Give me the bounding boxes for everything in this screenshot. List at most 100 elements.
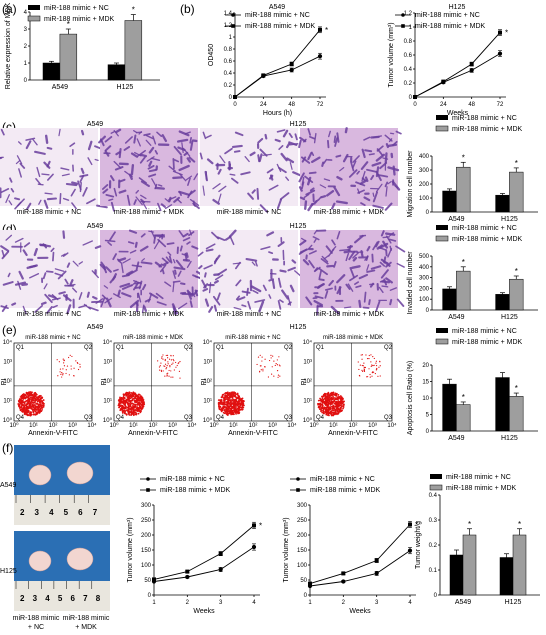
event-dot (219, 406, 222, 408)
stained-cell (318, 278, 325, 282)
stained-cell (389, 232, 395, 237)
stained-cell (298, 139, 302, 149)
y-tick-label: 0 (426, 308, 430, 314)
stained-cell (177, 146, 186, 152)
flow-y-tick: 10⁴ (103, 339, 113, 346)
event-dot (33, 404, 36, 406)
event-dot (29, 412, 32, 415)
event-dot (63, 362, 65, 364)
tumor-mdk (66, 461, 94, 485)
event-dot (119, 399, 121, 402)
stained-cell (231, 144, 243, 149)
event-dot (119, 396, 121, 399)
event-dot (131, 392, 134, 395)
stained-cell (179, 245, 183, 252)
stained-cell (42, 272, 47, 280)
event-dot (132, 406, 135, 409)
chart-title: H125 (449, 4, 466, 11)
stained-cell (291, 259, 297, 264)
ruler-number: 4 (49, 508, 54, 517)
stained-cell (370, 174, 375, 181)
series-line-nc (153, 546, 255, 582)
event-dot (62, 368, 64, 370)
legend-label-nc: miR-188 mimic + NC (452, 225, 517, 232)
y-tick-label: 200 (297, 533, 308, 539)
stained-cell (173, 266, 186, 271)
stained-cell (147, 165, 155, 170)
event-dot (261, 356, 263, 358)
stained-cell (251, 189, 256, 194)
y-tick-label: 100 (141, 563, 152, 569)
flow-x-tick: 10⁰ (209, 422, 219, 429)
y-tick-label: 0.4 (429, 493, 438, 499)
stained-cell (154, 234, 166, 238)
stained-cell (121, 292, 132, 298)
event-dot (162, 354, 164, 356)
stained-cell (25, 137, 36, 141)
bar-nc (442, 288, 457, 311)
event-dot (39, 398, 42, 401)
event-dot (339, 406, 342, 409)
stained-cell (136, 138, 141, 147)
stained-cell (213, 304, 218, 312)
stained-cell (192, 200, 196, 206)
stained-cell (348, 169, 358, 178)
stained-cell (303, 138, 307, 143)
event-dot (227, 410, 229, 413)
event-dot (240, 399, 243, 402)
stained-cell (178, 230, 185, 238)
event-dot (229, 392, 232, 395)
stained-cell (203, 283, 209, 289)
flow-y-label: PI (301, 379, 308, 386)
stained-cell (320, 195, 327, 199)
legend-marker-nc (401, 13, 405, 17)
y-tick-label: 15 (422, 380, 429, 386)
y-axis-label: Tumor volume (mm³) (283, 517, 290, 582)
legend-label-mdk: miR-188 mimic + MDK (245, 23, 316, 30)
stained-cell (308, 250, 317, 255)
event-dot (23, 402, 26, 405)
stained-cell (361, 148, 366, 159)
event-dot (372, 365, 374, 367)
stained-cell (88, 306, 99, 312)
event-dot (238, 411, 241, 414)
chart-e: 0 5 10 15 20 Apoptosis cell Ratio (%) * A549 * H1… (407, 328, 538, 442)
stained-cell (161, 261, 169, 267)
stained-cell (365, 255, 369, 261)
stained-cell (336, 132, 340, 143)
event-dot (77, 368, 80, 371)
event-dot (340, 396, 343, 399)
x-tick-label: H125 (501, 216, 518, 223)
stained-cell (35, 178, 42, 185)
event-dot (164, 363, 167, 365)
event-dot (278, 356, 280, 358)
event-dot (26, 393, 29, 396)
event-dot (119, 409, 122, 412)
stained-cell (179, 173, 187, 182)
stained-cell (186, 157, 191, 163)
event-dot (320, 408, 323, 410)
stained-cell (153, 239, 161, 250)
event-dot (139, 394, 141, 396)
event-dot (224, 401, 226, 404)
stained-cell (104, 239, 116, 243)
stained-cell (268, 184, 279, 191)
stained-cell (250, 285, 262, 293)
stained-cell (50, 247, 55, 252)
stained-cell (276, 163, 282, 172)
event-dot (239, 402, 241, 405)
event-dot (371, 375, 373, 377)
event-dot (29, 394, 32, 397)
stained-cell (113, 187, 118, 197)
stained-cell (158, 263, 163, 268)
event-dot (361, 358, 363, 360)
stained-cell (133, 281, 140, 291)
event-dot (240, 408, 243, 411)
ruler (14, 581, 110, 611)
stained-cell (126, 194, 131, 206)
event-dot (257, 356, 260, 358)
chart-a: 0 1 2 3 4 Relative expression of MDK * A549 * H12… (5, 2, 160, 91)
stained-cell (382, 236, 391, 239)
stained-cell (319, 184, 327, 189)
